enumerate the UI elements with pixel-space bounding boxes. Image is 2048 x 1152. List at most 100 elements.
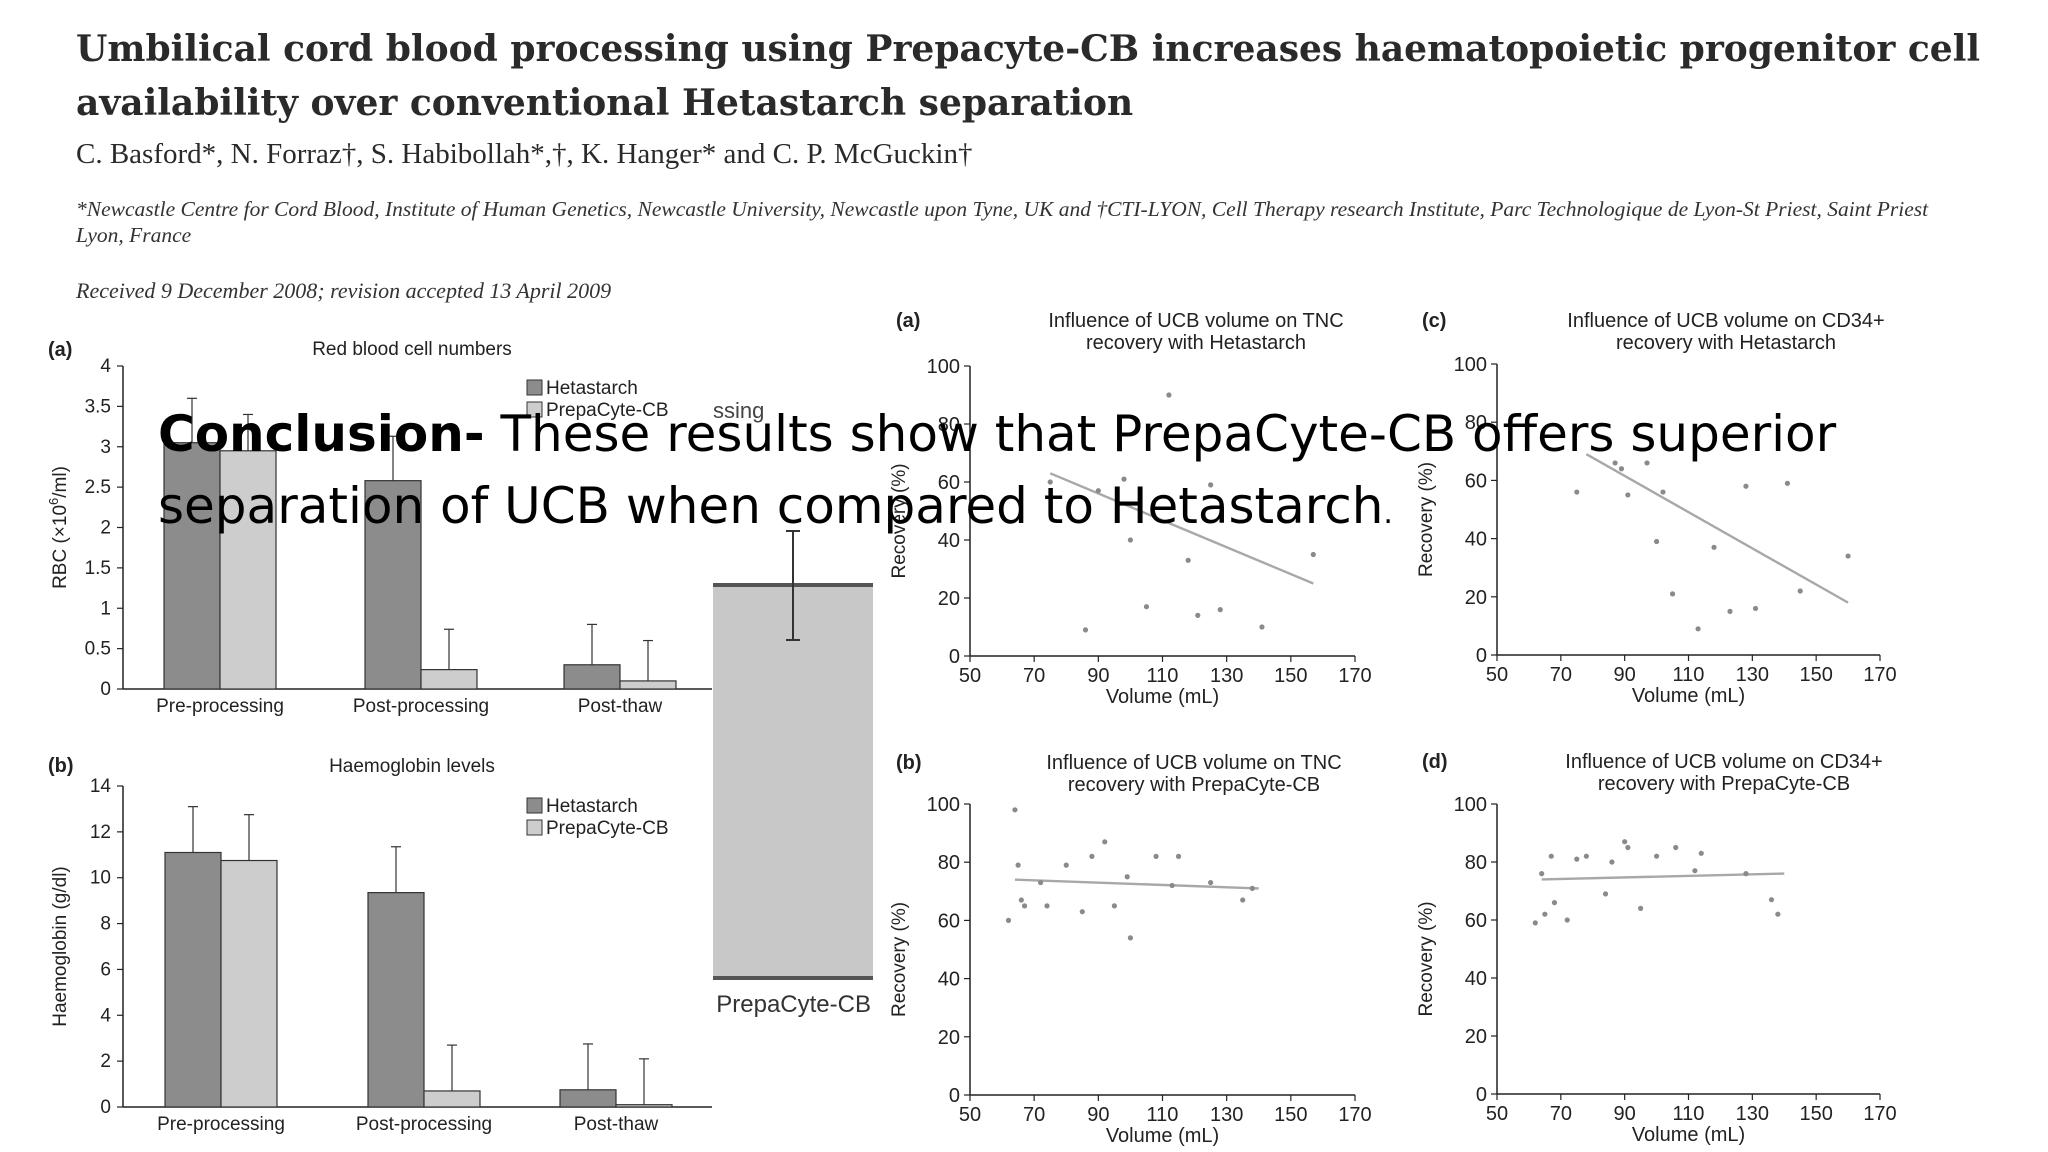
y-tick-label: 2 — [100, 518, 111, 539]
x-tick-label: 70 — [1023, 665, 1045, 687]
data-point — [1044, 903, 1050, 909]
data-point — [1175, 853, 1182, 859]
trend-line — [1049, 472, 1314, 585]
data-point — [1169, 882, 1175, 889]
data-point — [1127, 935, 1134, 941]
data-point — [1574, 489, 1580, 495]
panel-label: (b) — [48, 755, 74, 777]
y-tick-label: 8 — [100, 914, 111, 935]
x-tick-label: 50 — [959, 1104, 981, 1126]
data-point — [1089, 853, 1095, 859]
legend-swatch — [526, 379, 543, 396]
bar — [367, 892, 425, 1108]
y-tick-label: 60 — [1465, 470, 1487, 492]
x-tick-label: 170 — [1863, 664, 1896, 686]
y-tick-label: 0 — [949, 1085, 960, 1107]
x-axis-label: Volume (mL) — [1106, 686, 1219, 708]
data-point — [1775, 911, 1781, 917]
data-point — [1015, 862, 1021, 868]
data-point — [1625, 492, 1631, 498]
data-point — [1021, 903, 1028, 909]
y-tick-label: 0.5 — [85, 639, 111, 660]
y-tick-label: 40 — [1465, 968, 1487, 990]
y-tick-label: 1 — [100, 598, 111, 619]
legend-swatch — [526, 819, 543, 836]
x-tick-label: Pre-processing — [156, 696, 284, 717]
chart-title-line: recovery with PrepaCyte-CB — [1598, 773, 1850, 795]
y-tick-label: 2 — [100, 1051, 111, 1072]
data-point — [1124, 874, 1130, 880]
x-tick-label: 170 — [1338, 665, 1371, 687]
data-point — [1539, 871, 1545, 877]
data-point — [1005, 917, 1012, 924]
chart-title-line: Influence of UCB volume on CD34+ — [1567, 310, 1884, 332]
data-point — [1622, 839, 1628, 845]
x-tick-label: 70 — [1023, 1104, 1045, 1126]
legend-label: Hetastarch — [546, 378, 638, 399]
x-tick-label: 130 — [1210, 665, 1243, 687]
paper-authors: C. Basford*, N. Forraz†, S. Habibollah*,… — [76, 138, 973, 170]
y-axis-label: Haemoglobin (g/dl) — [50, 866, 71, 1027]
x-tick-label: 50 — [1486, 664, 1508, 686]
data-point — [1037, 879, 1044, 886]
data-point — [1845, 553, 1851, 559]
data-point — [1047, 479, 1053, 485]
x-tick-label: 130 — [1736, 1103, 1769, 1125]
y-tick-label: 100 — [1454, 794, 1487, 816]
x-tick-label: Post-thaw — [574, 1114, 659, 1135]
data-point — [1111, 903, 1117, 909]
x-tick-label: 70 — [1550, 1103, 1572, 1125]
y-tick-label: 0 — [100, 679, 111, 700]
y-tick-label: 80 — [1465, 412, 1487, 434]
x-tick-label: 110 — [1673, 1103, 1705, 1125]
y-axis-label-part: /ml) — [50, 466, 71, 498]
data-point — [1692, 868, 1698, 874]
data-point — [1166, 392, 1172, 398]
y-tick-label: 20 — [1465, 1026, 1487, 1048]
x-tick-label: 110 — [1147, 1104, 1179, 1126]
bar — [559, 1089, 617, 1108]
bar-chart-1: 0 2 4 6 8 10 12 14 (b) Haemoglobin levels Haemoglo… — [48, 755, 712, 1135]
partial-hidden-text: ssing — [713, 398, 764, 423]
chart-title: Red blood cell numbers — [312, 339, 512, 360]
x-tick-label: 90 — [1087, 1104, 1109, 1126]
data-point — [1143, 604, 1150, 610]
scatter-chart-5: 0 20 40 60 80 100 50 70 90 110 130 150 170 Volume (mL… — [1416, 751, 1897, 1146]
panel-label: (c) — [1422, 310, 1446, 332]
data-point — [1551, 900, 1558, 906]
data-point — [1673, 844, 1679, 851]
data-point — [1208, 482, 1214, 488]
bar — [423, 1090, 481, 1108]
data-point — [1727, 608, 1733, 614]
x-axis-label: Volume (mL) — [1106, 1125, 1219, 1147]
y-tick-label: 60 — [1465, 910, 1487, 932]
y-axis-label: Recovery (%) — [1416, 901, 1437, 1016]
data-point — [1784, 480, 1791, 486]
y-tick-label: 14 — [90, 776, 112, 797]
trend-line — [1585, 453, 1849, 604]
y-tick-label: 80 — [938, 414, 960, 436]
data-point — [1195, 612, 1201, 619]
partial-bar — [713, 585, 873, 978]
bar — [563, 664, 621, 690]
data-point — [1102, 839, 1108, 845]
x-tick-label: 130 — [1736, 664, 1769, 686]
data-point — [1618, 466, 1625, 472]
x-tick-label: 90 — [1087, 665, 1109, 687]
data-point — [1574, 856, 1580, 862]
legend-label: PrepaCyte-CB — [546, 818, 669, 839]
data-point — [1217, 607, 1223, 613]
conclusion-period: . — [1383, 496, 1393, 531]
y-tick-label: 1.5 — [85, 558, 111, 579]
panel-label: (a) — [896, 310, 920, 332]
data-point — [1743, 871, 1749, 877]
y-tick-label: 100 — [927, 356, 960, 378]
y-tick-label: 2.5 — [85, 477, 111, 498]
y-tick-label: 20 — [938, 1027, 960, 1049]
y-axis-label-part: RBC (×10 — [50, 505, 71, 589]
y-axis-label: RBC (×106/ml) — [46, 466, 71, 589]
x-tick-label: 130 — [1210, 1104, 1243, 1126]
data-point — [1185, 557, 1191, 563]
trend-line — [1014, 878, 1259, 890]
data-point — [1063, 862, 1069, 868]
